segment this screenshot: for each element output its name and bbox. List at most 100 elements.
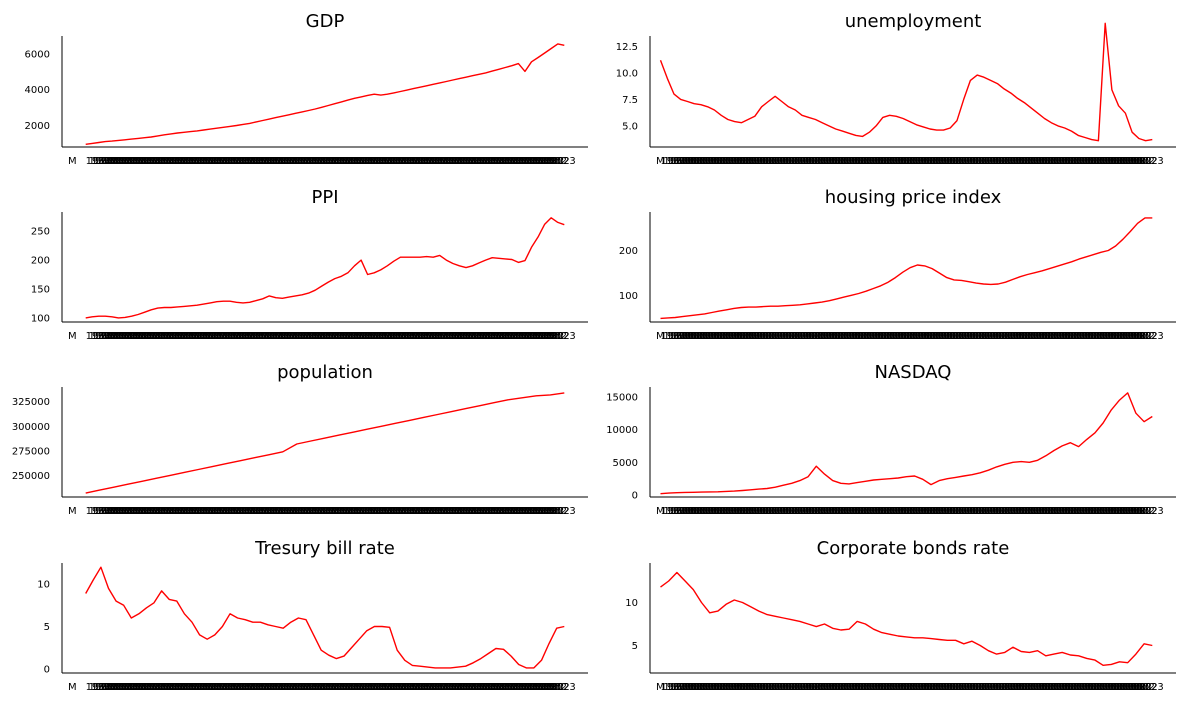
x-tick-label: 1982 [458, 682, 483, 693]
x-tick-label: 1982 [1029, 506, 1054, 517]
x-tick-label: 1982 [357, 331, 382, 342]
x-tick-label: 1982 [810, 156, 835, 167]
x-tick-label: 1982 [991, 331, 1016, 342]
x-tick-label: 1982 [279, 682, 304, 693]
x-tick-label: 1982 [934, 682, 959, 693]
x-tick-label: 1982 [116, 331, 141, 342]
x-tick-label: 1982 [801, 156, 826, 167]
x-tick-label: 1982 [158, 682, 183, 693]
x-tick-label: 1982 [200, 156, 225, 167]
x-tick-label: 1982 [469, 682, 494, 693]
y-tick-label: 5 [632, 641, 638, 652]
x-tick-label: 1982 [1009, 156, 1034, 167]
x-tick-label: 1982 [544, 682, 569, 693]
x-tick-label: 1982 [744, 682, 769, 693]
x-tick-label: 1982 [315, 156, 340, 167]
x-tick-label: 1982 [416, 156, 441, 167]
x-tick-label: 1982 [525, 331, 550, 342]
x-tick-label: 1982 [945, 682, 970, 693]
x-tick-label: 1982 [750, 156, 775, 167]
x-tick-label: 1982 [991, 506, 1016, 517]
x-tick-label: 1982 [744, 331, 769, 342]
x-tick-label: 1982 [245, 331, 270, 342]
x-tick-label: 1982 [427, 506, 452, 517]
x-tick-label: 1982 [836, 506, 861, 517]
x-tick-label: 1982 [718, 331, 743, 342]
x-tick-label: 1982 [486, 506, 511, 517]
x-tick-label: 1982 [755, 682, 780, 693]
x-tick-label: 1982 [1000, 682, 1025, 693]
x-tick-label: 1982 [980, 156, 1005, 167]
x-tick-label: 1982 [267, 506, 292, 517]
x-tick-label: 1982 [1020, 331, 1045, 342]
x-tick-label: 1982 [217, 682, 242, 693]
x-tick-label: 1982 [997, 331, 1022, 342]
x-tick-label: 1982 [360, 682, 385, 693]
x-tick-label: 1982 [899, 331, 924, 342]
x-tick-label: 1982 [721, 506, 746, 517]
x-tick-label: 1982 [226, 331, 251, 342]
x-tick-label: 1982 [885, 331, 910, 342]
x-tick-label: 1982 [262, 156, 287, 167]
x-tick-label: 1982 [1069, 156, 1094, 167]
x-tick-label: 1982 [410, 156, 435, 167]
x-tick-label: 1982 [480, 156, 505, 167]
x-tick-label: 1982 [290, 682, 315, 693]
x-tick-label: 1982 [744, 506, 769, 517]
x-tick-label: 1982 [738, 331, 763, 342]
x-tick-label: 1982 [105, 156, 130, 167]
x-tick-label: 1982 [810, 682, 835, 693]
x-tick-label: 1982 [312, 156, 337, 167]
x-tick-label: 1982 [323, 506, 348, 517]
x-tick-label: 1982 [770, 156, 795, 167]
x-tick-label: 1982 [940, 331, 965, 342]
x-tick-label: 1982 [778, 682, 803, 693]
y-tick-label: 7.5 [622, 95, 638, 106]
x-tick-label: 1982 [284, 506, 309, 517]
x-tick-label: 1982 [209, 506, 234, 517]
x-tick-label: 1982 [796, 506, 821, 517]
x-tick-label: 1982 [1035, 682, 1060, 693]
x-tick-label: 1982 [212, 682, 237, 693]
x-tick-label: 1982 [735, 156, 760, 167]
x-tick-label: 1982 [321, 682, 346, 693]
x-tick-label: 1982 [304, 682, 329, 693]
x-tick-label: 1982 [416, 682, 441, 693]
x-tick-label: 1982 [516, 506, 541, 517]
x-tick-label: 1982 [363, 156, 388, 167]
x-tick-label: 1982 [871, 682, 896, 693]
x-tick-label: 1982 [689, 506, 714, 517]
x-tick-label: 1982 [488, 331, 513, 342]
x-tick-label: 1982 [753, 331, 778, 342]
x-tick-label: 1982 [170, 506, 195, 517]
x-tick-label: 1982 [960, 331, 985, 342]
x-tick-label: 1982 [922, 331, 947, 342]
x-tick-label: 1982 [172, 506, 197, 517]
x-tick-label: 1982 [175, 156, 200, 167]
x-tick-label: 1982 [865, 506, 890, 517]
x-tick-label: 1982 [253, 506, 278, 517]
x-tick-label: 1982 [418, 331, 443, 342]
x-tick-label: 1982 [326, 156, 351, 167]
x-tick-label: 1982 [424, 156, 449, 167]
x-tick-label: 1982 [709, 156, 734, 167]
x-tick-label: 1982 [709, 682, 734, 693]
x-tick-label: 1982 [882, 156, 907, 167]
x-tick-label: 1982 [1092, 156, 1117, 167]
chart-title: PPI [311, 187, 338, 208]
x-tick-label: 1982 [692, 156, 717, 167]
x-tick-label: 1982 [497, 682, 522, 693]
x-tick-label: 1982 [931, 682, 956, 693]
x-tick-label: 1982 [1020, 156, 1045, 167]
x-tick-label: 1982 [360, 331, 385, 342]
x-tick-label: 1982 [732, 506, 757, 517]
x-tick-label: 1982 [1072, 506, 1097, 517]
x-tick-label: 1982 [1072, 156, 1097, 167]
x-tick-label: 1982 [309, 331, 334, 342]
x-tick-label: 1982 [234, 682, 259, 693]
x-tick-label: 1982 [1040, 331, 1065, 342]
x-tick-label: 1982 [879, 156, 904, 167]
x-tick-label: 1982 [488, 156, 513, 167]
x-tick-label: 1982 [1017, 156, 1042, 167]
